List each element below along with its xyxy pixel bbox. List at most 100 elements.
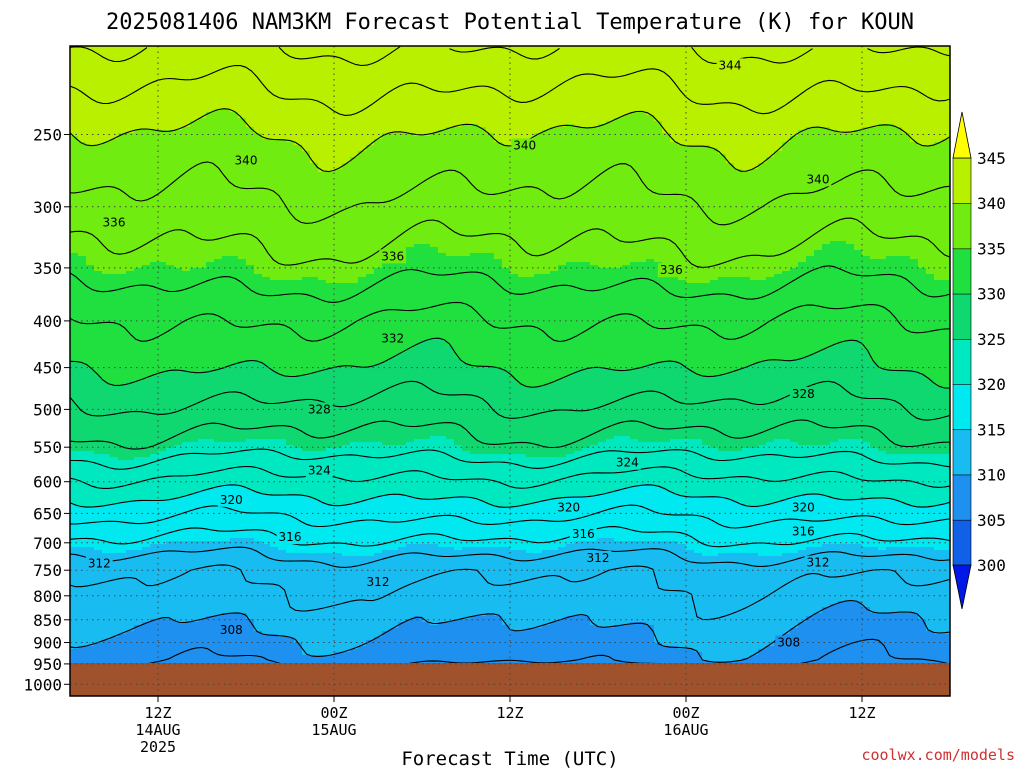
colorbar-band-340 bbox=[952, 157, 972, 204]
contour-label-bg-12 bbox=[217, 492, 245, 507]
contour-label-17: 316 bbox=[792, 524, 815, 538]
y-tick-label-800: 800 bbox=[33, 587, 62, 606]
contour-label-5: 336 bbox=[381, 249, 404, 263]
y-tick-label-850: 850 bbox=[33, 611, 62, 630]
contour-label-19: 312 bbox=[367, 575, 390, 589]
contour-label-bg-8 bbox=[305, 402, 333, 417]
colorbar-label-315: 315 bbox=[977, 420, 1006, 439]
y-tick-label-550: 550 bbox=[33, 438, 62, 457]
colorbar-band-300 bbox=[952, 519, 972, 566]
y-tick-label-450: 450 bbox=[33, 359, 62, 378]
contour-label-10: 324 bbox=[308, 463, 331, 477]
filled-contour-field bbox=[70, 46, 950, 664]
contour-label-bg-6 bbox=[657, 263, 685, 278]
contour-label-1: 340 bbox=[235, 154, 258, 168]
colorbar-label-310: 310 bbox=[977, 466, 1006, 485]
colorbar: 300 305 310 315 320 325 330 335 340 345 bbox=[952, 111, 1006, 610]
contour-label-bg-1 bbox=[232, 153, 260, 168]
contour-line-308 bbox=[70, 638, 950, 671]
colorbar-label-325: 325 bbox=[977, 330, 1006, 349]
chart-title: 2025081406 NAM3KM Forecast Potential Tem… bbox=[106, 10, 914, 35]
contour-label-bg-20 bbox=[584, 550, 612, 565]
contour-line-338 bbox=[70, 161, 950, 226]
y-tick-label-350: 350 bbox=[33, 259, 62, 278]
contour-label-6: 336 bbox=[660, 263, 683, 277]
contour-label-bg-23 bbox=[775, 635, 803, 650]
x-tick-label-3-1: 16AUG bbox=[663, 721, 708, 739]
contour-label-15: 316 bbox=[279, 530, 302, 544]
y-tick-label-700: 700 bbox=[33, 534, 62, 553]
x-tick-label-0-2: 2025 bbox=[140, 738, 176, 756]
contour-line-312 bbox=[70, 564, 950, 621]
colorbar-label-305: 305 bbox=[977, 511, 1006, 530]
contour-label-9: 328 bbox=[792, 387, 815, 401]
contour-line-344 bbox=[70, 46, 950, 67]
y-tick-label-900: 900 bbox=[33, 634, 62, 653]
x-axis-title: Forecast Time (UTC) bbox=[401, 748, 618, 768]
contour-label-bg-21 bbox=[804, 555, 832, 570]
y-tick-label-400: 400 bbox=[33, 312, 62, 331]
contour-label-21: 312 bbox=[807, 556, 830, 570]
contour-label-4: 336 bbox=[103, 215, 126, 229]
contour-label-13: 320 bbox=[557, 500, 580, 514]
colorbar-band-310 bbox=[952, 429, 972, 476]
contour-label-bg-10 bbox=[305, 463, 333, 478]
y-tick-label-1000: 1000 bbox=[23, 675, 62, 694]
contour-labels: 344 340 340 340 336 336 336 332 328 328 324 324 320 3… bbox=[85, 58, 832, 650]
contour-label-0: 344 bbox=[719, 58, 742, 72]
contour-label-bg-0 bbox=[716, 58, 744, 73]
y-tick-label-650: 650 bbox=[33, 504, 62, 523]
contour-label-bg-13 bbox=[555, 500, 583, 515]
contour-label-bg-11 bbox=[613, 455, 641, 470]
contour-line-316 bbox=[70, 526, 950, 548]
contour-line-334 bbox=[70, 265, 950, 303]
y-axis: 250 300 350 400 450 500 550 600 650 700 750 800 850 9… bbox=[23, 126, 70, 694]
contour-label-8: 328 bbox=[308, 402, 331, 416]
colorbar-band-325 bbox=[952, 293, 972, 340]
colorbar-max-arrow bbox=[952, 111, 972, 159]
contour-label-3: 340 bbox=[807, 172, 830, 186]
colorbar-label-320: 320 bbox=[977, 375, 1006, 394]
contour-line-336 bbox=[70, 217, 950, 268]
contour-label-11: 324 bbox=[616, 456, 639, 470]
colorbar-band-315 bbox=[952, 383, 972, 431]
colorbar-label-340: 340 bbox=[977, 194, 1006, 213]
contour-label-7: 332 bbox=[381, 331, 404, 345]
contour-label-bg-22 bbox=[217, 623, 245, 637]
contour-label-bg-9 bbox=[789, 387, 817, 401]
contour-label-18: 312 bbox=[88, 556, 111, 570]
contour-label-bg-14 bbox=[789, 500, 817, 515]
credit-text: coolwx.com/models bbox=[861, 746, 1015, 764]
contour-label-bg-2 bbox=[511, 138, 539, 153]
x-tick-label-0-0: 12Z bbox=[144, 704, 171, 722]
x-tick-label-0-1: 14AUG bbox=[135, 721, 180, 739]
colorbar-band-305 bbox=[952, 474, 972, 521]
contour-label-bg-17 bbox=[789, 524, 817, 539]
y-tick-label-500: 500 bbox=[33, 400, 62, 419]
contour-label-bg-16 bbox=[569, 527, 597, 542]
contour-line-324 bbox=[70, 448, 950, 470]
x-tick-label-1-0: 00Z bbox=[320, 704, 347, 722]
contour-line-318 bbox=[70, 504, 950, 529]
x-tick-label-3-0: 00Z bbox=[672, 704, 699, 722]
grid-lines bbox=[70, 46, 950, 696]
contour-label-bg-7 bbox=[379, 331, 407, 346]
colorbar-label-300: 300 bbox=[977, 556, 1006, 575]
contour-label-bg-3 bbox=[804, 172, 832, 187]
contour-label-bg-18 bbox=[85, 556, 113, 571]
colorbar-label-335: 335 bbox=[977, 239, 1006, 258]
colorbar-label-330: 330 bbox=[977, 285, 1006, 304]
contour-label-16: 316 bbox=[572, 527, 595, 541]
colorbar-band-330 bbox=[952, 248, 972, 295]
contour-label-20: 312 bbox=[587, 551, 610, 565]
contour-line-330 bbox=[70, 337, 950, 389]
contour-label-bg-15 bbox=[276, 530, 304, 545]
colorbar-band-320 bbox=[952, 338, 972, 385]
contour-label-14: 320 bbox=[792, 500, 815, 514]
colorbar-band-335 bbox=[952, 202, 972, 250]
y-tick-label-300: 300 bbox=[33, 198, 62, 217]
colorbar-min-arrow bbox=[952, 564, 972, 610]
x-tick-label-1-1: 15AUG bbox=[311, 721, 356, 739]
